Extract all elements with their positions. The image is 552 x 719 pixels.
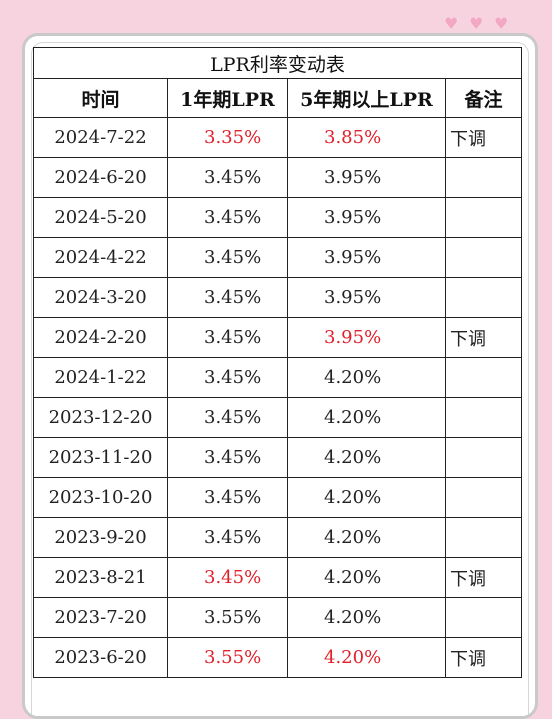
cell-date: 2023-6-20: [33, 637, 168, 678]
table-row: 2024-7-22 3.35% 3.85% 下调: [33, 117, 523, 158]
cell-note: [444, 357, 523, 398]
cell-lpr-5y: 3.95%: [287, 157, 446, 198]
cell-note: 下调: [444, 317, 523, 358]
cell-note: [444, 397, 523, 438]
cell-date: 2023-11-20: [33, 437, 168, 478]
cell-date: 2024-2-20: [33, 317, 168, 358]
table-row: 2023-11-20 3.45% 4.20%: [33, 437, 523, 478]
cell-note: [444, 597, 523, 638]
cell-date: 2023-7-20: [33, 597, 168, 638]
cell-lpr-5y: 3.95%: [287, 317, 446, 358]
cell-date: 2024-4-22: [33, 237, 168, 278]
cell-lpr-5y: 4.20%: [287, 637, 446, 678]
cell-note: [444, 437, 523, 478]
cell-lpr-1y: 3.45%: [167, 557, 288, 598]
cell-lpr-1y: 3.35%: [167, 117, 288, 158]
cell-date: 2024-6-20: [33, 157, 168, 198]
cell-date: 2024-1-22: [33, 357, 168, 398]
cell-lpr-5y: 3.95%: [287, 197, 446, 238]
cell-note: 下调: [444, 557, 523, 598]
cell-lpr-5y: 4.20%: [287, 437, 446, 478]
table-title: LPR利率变动表: [32, 47, 523, 79]
cell-lpr-5y: 3.85%: [287, 117, 446, 158]
cell-note: 下调: [444, 637, 523, 678]
cell-date: 2023-12-20: [33, 397, 168, 438]
heart-icon: ♥: [444, 14, 459, 33]
cell-lpr-5y: 4.20%: [287, 477, 446, 518]
cell-note: [444, 237, 523, 278]
table-row: 2024-2-20 3.45% 3.95% 下调: [33, 317, 523, 358]
table-row: 2024-1-22 3.45% 4.20%: [33, 357, 523, 398]
cell-lpr-5y: 4.20%: [287, 397, 446, 438]
table-row: 2023-9-20 3.45% 4.20%: [33, 517, 523, 558]
cell-lpr-1y: 3.45%: [167, 397, 288, 438]
table-row: 2024-5-20 3.45% 3.95%: [33, 197, 523, 238]
cell-lpr-1y: 3.45%: [167, 437, 288, 478]
header-date: 时间: [33, 78, 168, 118]
cell-date: 2023-9-20: [33, 517, 168, 558]
table-row: 2024-6-20 3.45% 3.95%: [33, 157, 523, 198]
cell-date: 2023-8-21: [33, 557, 168, 598]
heart-icon: ♥: [494, 14, 509, 33]
cell-lpr-5y: 4.20%: [287, 557, 446, 598]
cell-lpr-1y: 3.45%: [167, 317, 288, 358]
cell-note: [444, 277, 523, 318]
table-row: 2023-7-20 3.55% 4.20%: [33, 597, 523, 638]
cell-lpr-1y: 3.45%: [167, 477, 288, 518]
lpr-rate-table: LPR利率变动表 时间 1年期LPR 5年期以上LPR 备注 2024-7-22…: [32, 47, 523, 678]
cell-note: [444, 197, 523, 238]
cell-date: 2024-3-20: [33, 277, 168, 318]
cell-date: 2024-7-22: [33, 117, 168, 158]
table-row: 2024-3-20 3.45% 3.95%: [33, 277, 523, 318]
cell-lpr-5y: 3.95%: [287, 237, 446, 278]
cell-lpr-1y: 3.55%: [167, 637, 288, 678]
header-note: 备注: [444, 78, 523, 118]
table-row: 2023-6-20 3.55% 4.20% 下调: [33, 637, 523, 678]
cell-note: [444, 477, 523, 518]
table-row: 2024-4-22 3.45% 3.95%: [33, 237, 523, 278]
cell-note: [444, 157, 523, 198]
cell-date: 2024-5-20: [33, 197, 168, 238]
cell-note: 下调: [444, 117, 523, 158]
table-row: 2023-10-20 3.45% 4.20%: [33, 477, 523, 518]
table-row: 2023-8-21 3.45% 4.20% 下调: [33, 557, 523, 598]
cell-date: 2023-10-20: [33, 477, 168, 518]
cell-lpr-1y: 3.45%: [167, 357, 288, 398]
cell-lpr-1y: 3.45%: [167, 277, 288, 318]
header-lpr-1y: 1年期LPR: [167, 78, 288, 118]
cell-lpr-5y: 4.20%: [287, 517, 446, 558]
cell-lpr-5y: 4.20%: [287, 597, 446, 638]
cell-lpr-5y: 4.20%: [287, 357, 446, 398]
cell-note: [444, 517, 523, 558]
cell-lpr-1y: 3.45%: [167, 237, 288, 278]
cell-lpr-1y: 3.45%: [167, 517, 288, 558]
cell-lpr-1y: 3.45%: [167, 157, 288, 198]
cell-lpr-1y: 3.55%: [167, 597, 288, 638]
cell-lpr-1y: 3.45%: [167, 197, 288, 238]
cell-lpr-5y: 3.95%: [287, 277, 446, 318]
heart-decoration-group: ♥ ♥ ♥: [444, 16, 510, 32]
header-lpr-5y: 5年期以上LPR: [287, 78, 446, 118]
heart-icon: ♥: [469, 14, 484, 33]
table-row: 2023-12-20 3.45% 4.20%: [33, 397, 523, 438]
